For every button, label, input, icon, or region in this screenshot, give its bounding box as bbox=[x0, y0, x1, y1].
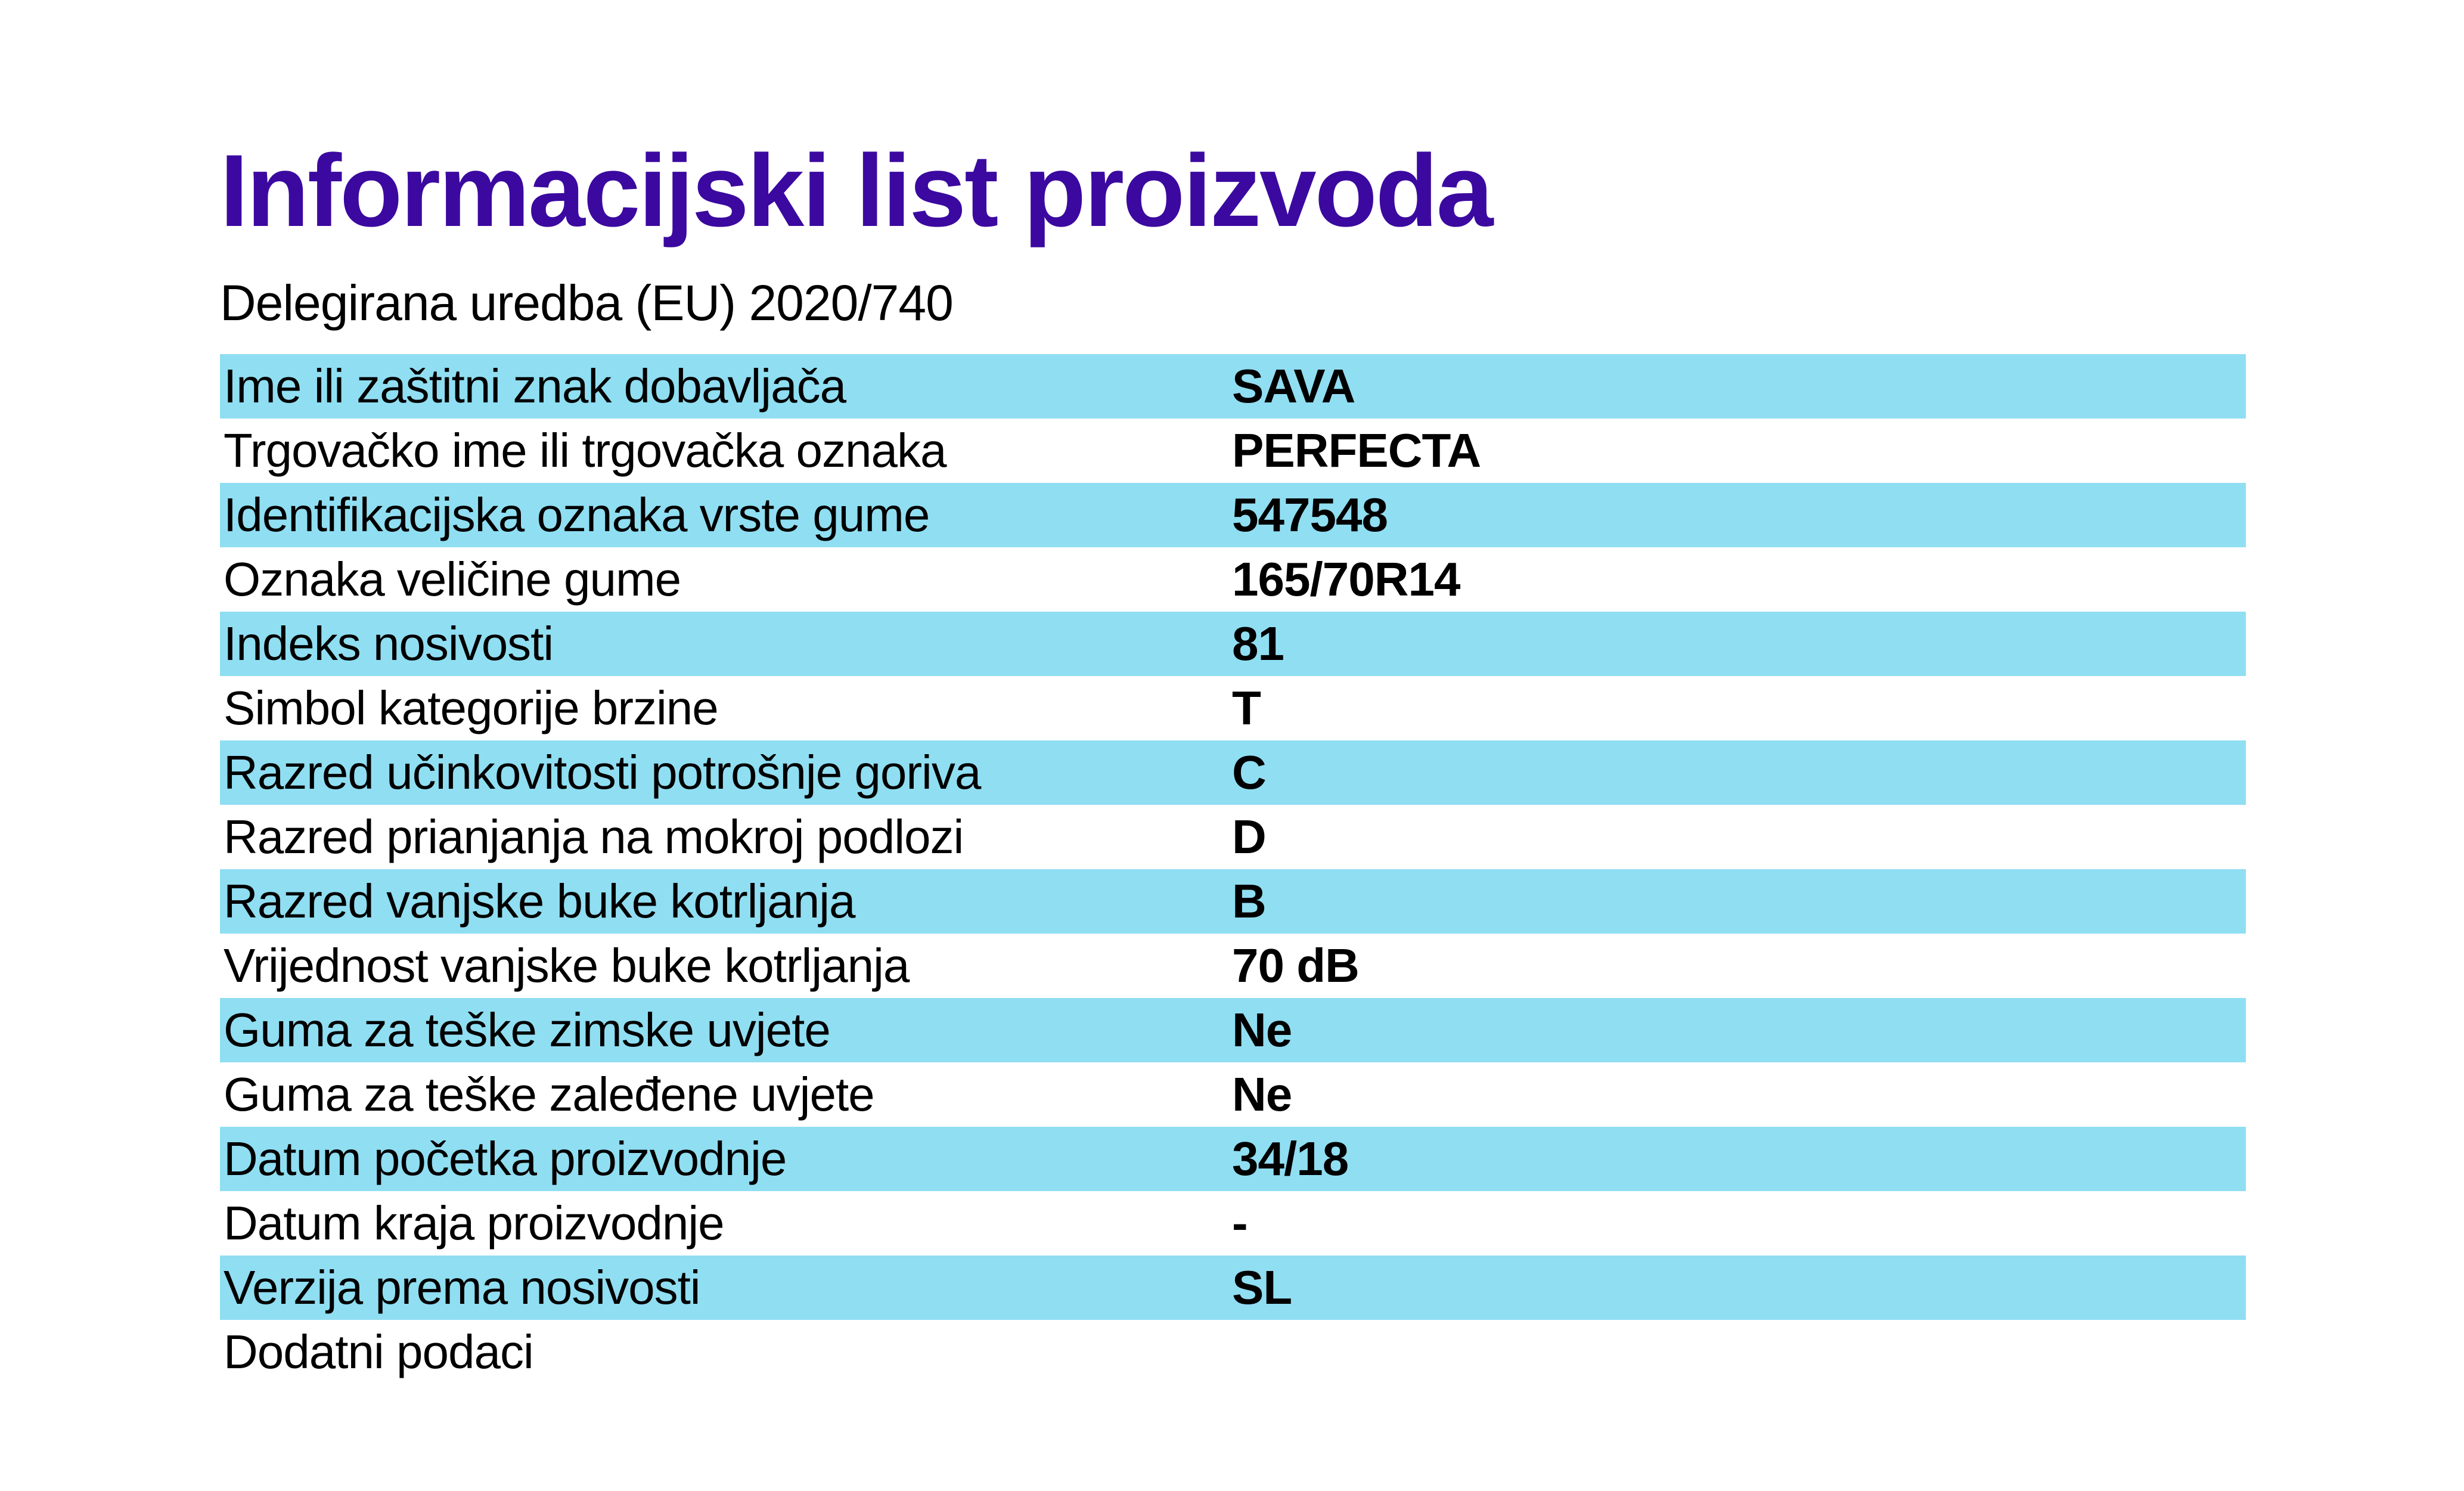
table-row: Simbol kategorije brzine T bbox=[220, 676, 2246, 740]
row-label: Identifikacijska oznaka vrste gume bbox=[224, 488, 930, 541]
row-value: 165/70R14 bbox=[1232, 553, 1460, 606]
row-value: - bbox=[1232, 1196, 1248, 1250]
row-label: Simbol kategorije brzine bbox=[224, 681, 719, 734]
row-value: SL bbox=[1232, 1261, 1292, 1314]
page-subtitle: Delegirana uredba (EU) 2020/740 bbox=[220, 275, 954, 331]
row-label: Verzija prema nosivosti bbox=[224, 1261, 701, 1314]
table-row: Dodatni podaci bbox=[220, 1320, 2246, 1384]
table-row: Datum početka proizvodnje 34/18 bbox=[220, 1127, 2246, 1191]
row-value: SAVA bbox=[1232, 359, 1355, 413]
row-value: Ne bbox=[1232, 1068, 1292, 1121]
row-value: 70 dB bbox=[1232, 939, 1360, 992]
row-label: Indeks nosivosti bbox=[224, 617, 554, 670]
page-title: Informacijski list proizvoda bbox=[220, 134, 1493, 248]
table-row: Vrijednost vanjske buke kotrljanja 70 dB bbox=[220, 934, 2246, 998]
row-label: Vrijednost vanjske buke kotrljanja bbox=[224, 939, 910, 992]
table-row: Guma za teške zaleđene uvjete Ne bbox=[220, 1062, 2246, 1127]
table-row: Trgovačko ime ili trgovačka oznaka PERFE… bbox=[220, 419, 2246, 483]
table-row: Identifikacijska oznaka vrste gume 54754… bbox=[220, 483, 2246, 547]
row-label: Ime ili zaštitni znak dobavljača bbox=[224, 359, 846, 413]
product-info-table: Ime ili zaštitni znak dobavljača SAVA Tr… bbox=[220, 354, 2246, 1384]
row-label: Oznaka veličine gume bbox=[224, 553, 681, 606]
row-label: Datum kraja proizvodnje bbox=[224, 1196, 725, 1250]
row-value: 547548 bbox=[1232, 488, 1388, 541]
table-row: Razred učinkovitosti potrošnje goriva C bbox=[220, 740, 2246, 805]
table-row: Guma za teške zimske uvjete Ne bbox=[220, 998, 2246, 1062]
table-row: Ime ili zaštitni znak dobavljača SAVA bbox=[220, 354, 2246, 419]
row-value: C bbox=[1232, 746, 1267, 799]
row-value: 81 bbox=[1232, 617, 1284, 670]
row-value: 34/18 bbox=[1232, 1132, 1349, 1185]
row-label: Datum početka proizvodnje bbox=[224, 1132, 787, 1185]
row-label: Dodatni podaci bbox=[224, 1325, 534, 1378]
table-row: Razred prianjanja na mokroj podlozi D bbox=[220, 805, 2246, 869]
page-content: Informacijski list proizvoda Delegirana … bbox=[220, 0, 2246, 1384]
table-row: Indeks nosivosti 81 bbox=[220, 612, 2246, 676]
row-value: T bbox=[1232, 681, 1261, 734]
table-row: Oznaka veličine gume 165/70R14 bbox=[220, 547, 2246, 612]
table-row: Razred vanjske buke kotrljanja B bbox=[220, 869, 2246, 934]
row-value: B bbox=[1232, 875, 1267, 928]
row-value: PERFECTA bbox=[1232, 424, 1481, 477]
row-label: Trgovačko ime ili trgovačka oznaka bbox=[224, 424, 947, 477]
row-label: Guma za teške zimske uvjete bbox=[224, 1003, 831, 1056]
table-row: Datum kraja proizvodnje - bbox=[220, 1191, 2246, 1256]
row-value: D bbox=[1232, 810, 1267, 863]
row-label: Razred učinkovitosti potrošnje goriva bbox=[224, 746, 981, 799]
row-label: Razred vanjske buke kotrljanja bbox=[224, 875, 855, 928]
row-value: Ne bbox=[1232, 1003, 1292, 1056]
table-row: Verzija prema nosivosti SL bbox=[220, 1256, 2246, 1320]
row-label: Guma za teške zaleđene uvjete bbox=[224, 1068, 875, 1121]
row-label: Razred prianjanja na mokroj podlozi bbox=[224, 810, 964, 863]
